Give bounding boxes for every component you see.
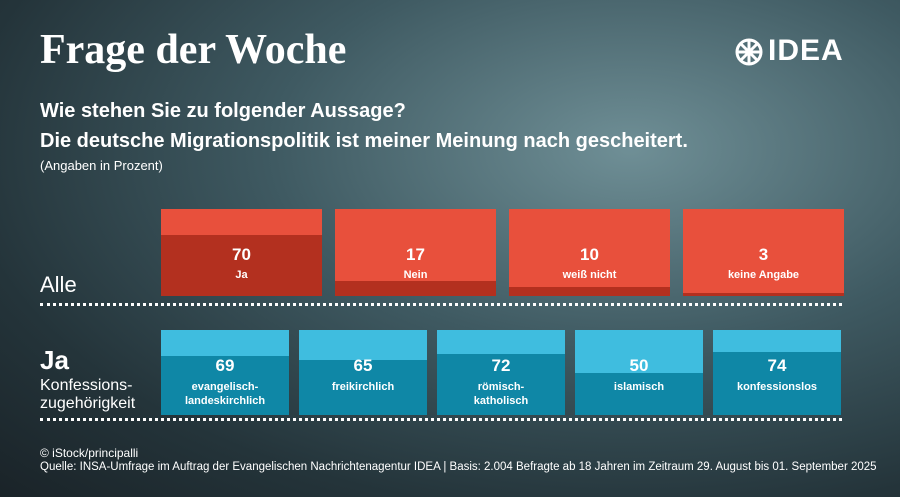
category-label: evangelisch-landeskirchlich <box>184 381 266 407</box>
tile: 72 römisch-katholisch <box>437 330 565 415</box>
group-subtitle: zugehörigkeit <box>40 395 136 412</box>
category-label: Nein <box>403 269 428 281</box>
separator <box>40 303 842 306</box>
value-label: 72 <box>491 356 511 375</box>
bar <box>299 359 427 415</box>
bar <box>713 352 841 415</box>
value-label: 65 <box>353 356 373 375</box>
bar <box>437 353 565 415</box>
title: Frage der Woche <box>40 27 347 73</box>
category-label: weiß nicht <box>562 269 617 281</box>
tile: 65 freikirchlich <box>299 330 427 415</box>
category-label: konfessionslos <box>736 381 818 393</box>
tile: 69 evangelisch-landeskirchlich <box>161 330 289 415</box>
bar <box>161 356 289 415</box>
logo: IDEA <box>768 34 844 67</box>
value-label: 17 <box>406 245 425 264</box>
category-label: islamisch <box>613 381 665 393</box>
question: Die deutsche Migrationspolitik ist meine… <box>40 130 688 152</box>
value-label: 50 <box>629 356 649 375</box>
logo-icon <box>735 38 763 66</box>
group-title: Alle <box>40 272 77 297</box>
tile: 50 islamisch <box>575 330 703 415</box>
value-label: 69 <box>215 356 235 375</box>
category-label: keine Angabe <box>727 269 800 281</box>
separator <box>40 418 842 421</box>
value-label: 10 <box>580 245 599 264</box>
group-subtitle: Konfessions- <box>40 377 133 394</box>
group-title: Ja <box>40 345 69 375</box>
tile: 3 keine Angabe <box>683 209 844 296</box>
bar <box>161 235 322 296</box>
source: Quelle: INSA-Umfrage im Auftrag der Evan… <box>40 461 877 473</box>
value-label: 74 <box>767 356 787 375</box>
bar <box>575 372 703 415</box>
question: Wie stehen Sie zu folgender Aussage? <box>40 100 406 122</box>
tile: 70 Ja <box>161 209 322 296</box>
bar <box>509 287 670 296</box>
category-label: freikirchlich <box>331 381 395 393</box>
tile: 17 Nein <box>335 209 496 296</box>
note: (Angaben in Prozent) <box>40 158 163 173</box>
tile: 10 weiß nicht <box>509 209 670 296</box>
credit: © iStock/principalli <box>40 446 139 460</box>
value-label: 70 <box>232 245 251 264</box>
bar <box>683 293 844 296</box>
value-label: 3 <box>758 245 769 264</box>
category-label: römisch-katholisch <box>473 381 529 407</box>
category-label: Ja <box>235 269 248 281</box>
tile: 74 konfessionslos <box>713 330 841 415</box>
bar <box>335 281 496 296</box>
